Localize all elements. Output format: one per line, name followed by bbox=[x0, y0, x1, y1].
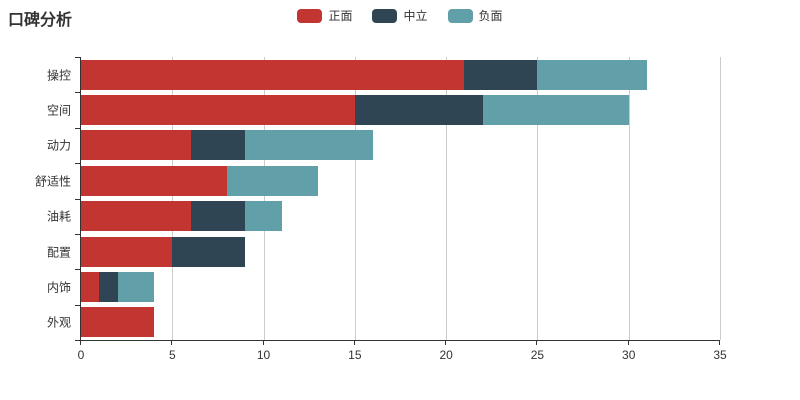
x-tick-35 bbox=[719, 340, 720, 345]
y-tick-0 bbox=[75, 57, 80, 58]
bar-segment-油耗-负面[interactable] bbox=[245, 201, 282, 232]
legend-swatch-neutral bbox=[372, 8, 398, 23]
bar-segment-动力-正面[interactable] bbox=[81, 130, 191, 161]
bar-segment-内饰-正面[interactable] bbox=[81, 271, 100, 302]
x-tick-30 bbox=[627, 340, 629, 345]
y-tick-7 bbox=[75, 305, 80, 306]
y-category-label-6: 内饰 bbox=[46, 280, 71, 295]
y-tick-5 bbox=[75, 234, 80, 235]
legend-item-positive[interactable]: 正面 bbox=[297, 7, 352, 24]
bar-segment-操控-正面[interactable] bbox=[81, 59, 465, 90]
legend: 正面 中立 负面 bbox=[0, 7, 800, 24]
gridline-x-10 bbox=[263, 57, 265, 340]
x-tick-label-30: 30 bbox=[622, 348, 636, 362]
bar-segment-空间-负面[interactable] bbox=[482, 95, 629, 126]
x-tick-25 bbox=[536, 340, 538, 345]
y-axis-line bbox=[80, 57, 81, 341]
x-tick-label-15: 15 bbox=[348, 348, 362, 362]
y-tick-2 bbox=[75, 128, 80, 129]
legend-label-neutral: 中立 bbox=[403, 9, 428, 23]
y-category-label-1: 空间 bbox=[46, 103, 71, 118]
legend-label-negative: 负面 bbox=[478, 9, 503, 23]
bar-segment-操控-中立[interactable] bbox=[464, 59, 538, 90]
x-tick-20 bbox=[445, 340, 447, 345]
bar-segment-配置-中立[interactable] bbox=[172, 236, 246, 267]
y-category-label-7: 外观 bbox=[46, 315, 71, 330]
bar-segment-操控-负面[interactable] bbox=[537, 59, 647, 90]
gridline-x-5 bbox=[172, 57, 174, 340]
y-category-label-4: 油耗 bbox=[46, 209, 71, 224]
bar-segment-空间-中立[interactable] bbox=[354, 95, 483, 126]
y-tick-6 bbox=[75, 269, 80, 270]
y-category-label-5: 配置 bbox=[46, 245, 71, 260]
chart-title: 口碑分析 bbox=[8, 12, 73, 29]
bar-segment-配置-正面[interactable] bbox=[81, 236, 173, 267]
x-axis-line bbox=[80, 340, 720, 341]
bar-segment-空间-正面[interactable] bbox=[81, 95, 355, 126]
gridline-x-15 bbox=[354, 57, 356, 340]
x-tick-label-35: 35 bbox=[713, 348, 727, 362]
legend-item-negative[interactable]: 负面 bbox=[447, 7, 503, 24]
legend-item-neutral[interactable]: 中立 bbox=[372, 7, 428, 24]
x-tick-label-5: 5 bbox=[168, 348, 176, 362]
x-tick-label-25: 25 bbox=[530, 348, 545, 362]
x-tick-5 bbox=[171, 340, 173, 345]
legend-swatch-positive bbox=[297, 8, 323, 23]
bar-segment-油耗-正面[interactable] bbox=[81, 201, 191, 232]
y-category-label-0: 操控 bbox=[46, 68, 71, 83]
x-tick-label-10: 10 bbox=[256, 348, 271, 362]
x-tick-label-20: 20 bbox=[439, 348, 453, 362]
x-tick-10 bbox=[262, 340, 264, 345]
x-tick-label-0: 0 bbox=[77, 348, 85, 362]
gridline-x-35 bbox=[720, 57, 721, 340]
y-category-label-3: 舒适性 bbox=[34, 174, 71, 189]
bar-segment-外观-正面[interactable] bbox=[81, 307, 155, 338]
x-tick-0 bbox=[80, 340, 81, 345]
y-tick-4 bbox=[75, 199, 80, 200]
bar-segment-油耗-中立[interactable] bbox=[190, 201, 246, 232]
y-tick-8 bbox=[75, 340, 80, 341]
bar-segment-动力-负面[interactable] bbox=[245, 130, 374, 161]
bar-segment-舒适性-正面[interactable] bbox=[81, 165, 228, 196]
gridline-x-20 bbox=[446, 57, 448, 340]
y-tick-3 bbox=[75, 163, 80, 164]
bar-segment-舒适性-负面[interactable] bbox=[227, 165, 319, 196]
legend-label-positive: 正面 bbox=[328, 9, 353, 23]
y-category-label-2: 动力 bbox=[46, 138, 71, 153]
bar-segment-内饰-中立[interactable] bbox=[99, 271, 118, 302]
gridline-x-30 bbox=[628, 57, 630, 340]
gridline-x-25 bbox=[537, 57, 539, 340]
x-tick-15 bbox=[353, 340, 355, 345]
bar-segment-动力-中立[interactable] bbox=[190, 130, 246, 161]
legend-swatch-negative bbox=[447, 8, 473, 23]
bar-segment-内饰-负面[interactable] bbox=[117, 271, 154, 302]
y-tick-1 bbox=[75, 92, 80, 93]
